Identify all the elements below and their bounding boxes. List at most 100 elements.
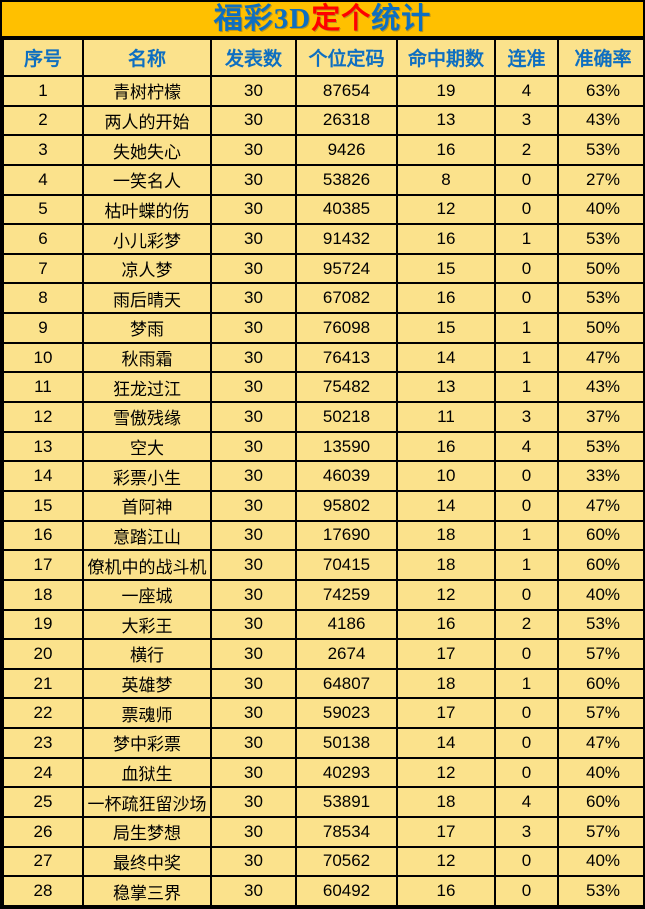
cell-units-code: 60492 [295,875,398,907]
cell-hit-periods: 18 [396,667,496,700]
cell-accuracy: 53% [557,223,643,255]
cell-name: 一座城 [82,578,212,611]
table-row: 11 狂龙过江 30 75482 13 1 43% [2,371,643,404]
cell-published: 30 [210,134,297,166]
cell-published: 30 [210,845,297,878]
cell-units-code: 9426 [295,134,398,166]
cell-streak: 4 [494,786,559,819]
cell-units-code: 59023 [295,697,398,730]
cell-units-code: 2674 [295,638,398,670]
cell-published: 30 [210,163,297,196]
col-header-published: 发表数 [210,38,297,77]
cell-index: 21 [2,667,84,700]
cell-name: 最终中奖 [82,845,212,878]
table-row: 6 小儿彩梦 30 91432 16 1 53% [2,223,643,255]
table-row: 23 梦中彩票 30 50138 14 0 47% [2,727,643,759]
cell-streak: 0 [494,489,559,522]
cell-index: 3 [2,134,84,166]
cell-index: 20 [2,638,84,670]
col-header-hit-periods: 命中期数 [396,38,496,77]
cell-hit-periods: 16 [396,282,496,315]
cell-streak: 1 [494,667,559,700]
table-row: 9 梦雨 30 76098 15 1 50% [2,312,643,344]
cell-streak: 0 [494,163,559,196]
cell-name: 一笑名人 [82,163,212,196]
cell-published: 30 [210,371,297,404]
cell-streak: 0 [494,252,559,285]
cell-accuracy: 53% [557,608,643,641]
cell-units-code: 70562 [295,845,398,878]
table-row: 20 横行 30 2674 17 0 57% [2,638,643,670]
cell-accuracy: 47% [557,489,643,522]
cell-published: 30 [210,401,297,433]
cell-index: 7 [2,252,84,285]
cell-name: 小儿彩梦 [82,223,212,255]
cell-index: 15 [2,489,84,522]
cell-accuracy: 50% [557,312,643,344]
cell-streak: 2 [494,134,559,166]
cell-hit-periods: 18 [396,786,496,819]
cell-hit-periods: 12 [396,578,496,611]
cell-index: 28 [2,875,84,907]
cell-published: 30 [210,608,297,641]
cell-streak: 3 [494,816,559,848]
stats-table: 序号 名称 发表数 个位定码 命中期数 连准 准确率 1 青树柠檬 30 87654 1… [2,38,643,907]
cell-units-code: 76098 [295,312,398,344]
cell-published: 30 [210,875,297,907]
cell-published: 30 [210,430,297,463]
cell-streak: 4 [494,75,559,107]
cell-name: 空大 [82,430,212,463]
table-row: 13 空大 30 13590 16 4 53% [2,430,643,463]
cell-name: 凉人梦 [82,252,212,285]
cell-name: 大彩王 [82,608,212,641]
cell-streak: 0 [494,578,559,611]
table-row: 12 雪傲残缘 30 50218 11 3 37% [2,401,643,433]
cell-index: 25 [2,786,84,819]
table-row: 15 首阿神 30 95802 14 0 47% [2,489,643,522]
table-row: 19 大彩王 30 4186 16 2 53% [2,608,643,641]
cell-units-code: 87654 [295,75,398,107]
cell-index: 13 [2,430,84,463]
cell-hit-periods: 17 [396,638,496,670]
cell-hit-periods: 19 [396,75,496,107]
cell-accuracy: 63% [557,75,643,107]
cell-units-code: 78534 [295,816,398,848]
cell-streak: 2 [494,608,559,641]
cell-published: 30 [210,341,297,374]
table-row: 18 一座城 30 74259 12 0 40% [2,578,643,611]
cell-name: 僚机中的战斗机 [82,549,212,581]
cell-name: 英雄梦 [82,667,212,700]
cell-index: 6 [2,223,84,255]
cell-accuracy: 47% [557,341,643,374]
cell-hit-periods: 16 [396,134,496,166]
cell-streak: 0 [494,282,559,315]
table-row: 28 稳掌三界 30 60492 16 0 53% [2,875,643,907]
cell-accuracy: 40% [557,578,643,611]
cell-units-code: 4186 [295,608,398,641]
cell-streak: 1 [494,549,559,581]
cell-name: 雪傲残缘 [82,401,212,433]
cell-published: 30 [210,786,297,819]
cell-hit-periods: 14 [396,489,496,522]
cell-hit-periods: 16 [396,430,496,463]
cell-units-code: 50138 [295,727,398,759]
cell-streak: 0 [494,638,559,670]
cell-hit-periods: 10 [396,460,496,492]
table-row: 16 意踏江山 30 17690 18 1 60% [2,519,643,552]
cell-published: 30 [210,489,297,522]
cell-streak: 3 [494,401,559,433]
col-header-index: 序号 [2,38,84,77]
table-row: 1 青树柠檬 30 87654 19 4 63% [2,75,643,107]
cell-streak: 0 [494,727,559,759]
cell-streak: 0 [494,193,559,226]
cell-units-code: 67082 [295,282,398,315]
cell-accuracy: 37% [557,401,643,433]
title-segment-blue-1: 福彩3D [213,3,312,35]
cell-hit-periods: 16 [396,608,496,641]
cell-name: 青树柠檬 [82,75,212,107]
cell-hit-periods: 14 [396,727,496,759]
cell-streak: 1 [494,312,559,344]
cell-name: 局生梦想 [82,816,212,848]
cell-index: 22 [2,697,84,730]
cell-index: 26 [2,816,84,848]
